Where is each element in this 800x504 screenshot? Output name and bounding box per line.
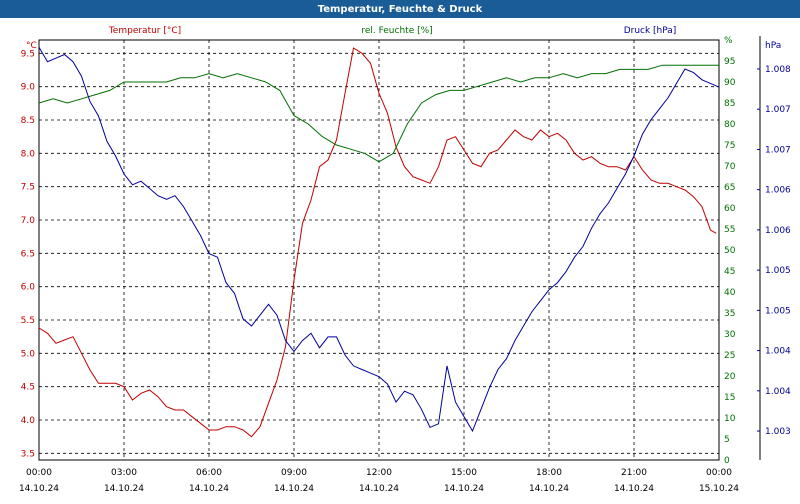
humidity-tick-label: 35 (724, 309, 735, 319)
pressure-tick-label: 1.005 (765, 266, 791, 276)
temperature-axis-label: Temperatur [°C] (108, 26, 181, 36)
tick-labels: 3.5 4.0 4.5 5.0 5.5 6.0 6.5 7.0 7.5 8.0 8.5 9.0 9.5 0… (19, 36, 791, 494)
x-tick-date-label: 14.10.24 (19, 484, 59, 494)
humidity-tick-label: 65 (724, 183, 735, 193)
humidity-tick-label: 75 (724, 141, 735, 151)
temperature-tick-label: 7.0 (21, 216, 36, 226)
pressure-tick-label: 1.007 (765, 105, 791, 115)
humidity-tick-label: 80 (724, 120, 736, 130)
temperature-tick-label: 8.5 (21, 116, 35, 126)
x-tick-date-label: 14.10.24 (359, 484, 399, 494)
x-tick-time-label: 06:00 (196, 468, 222, 478)
humidity-tick-label: 5 (724, 435, 730, 445)
humidity-tick-label: 95 (724, 57, 735, 67)
chart-svg: Temperatur [°C] rel. Feuchte [%] Druck [… (19, 18, 800, 500)
x-tick-time-label: 21:00 (621, 468, 647, 478)
x-tick-date-label: 14.10.24 (444, 484, 484, 494)
temperature-tick-label: 5.5 (21, 316, 35, 326)
series-group (38, 46, 720, 438)
humidity-tick-label: 55 (724, 225, 735, 235)
axis-labels: Temperatur [°C] rel. Feuchte [%] Druck [… (26, 26, 781, 51)
humidity-series-line (38, 64, 719, 163)
humidity-axis-label: rel. Feuchte [%] (361, 26, 432, 36)
temperature-tick-label: 4.0 (21, 416, 36, 426)
humidity-tick-label: 15 (724, 393, 735, 403)
temperature-tick-label: 5.0 (21, 349, 36, 359)
x-tick-time-label: 15:00 (451, 468, 477, 478)
chart-area: Temperatur [°C] rel. Feuchte [%] Druck [… (0, 18, 800, 500)
humidity-tick-label: % (724, 36, 733, 46)
x-tick-time-label: 09:00 (281, 468, 307, 478)
temperature-tick-label: 6.5 (21, 249, 35, 259)
humidity-tick-label: 85 (724, 99, 735, 109)
pressure-tick-label: 1.004 (765, 387, 791, 397)
x-tick-date-label: 14.10.24 (529, 484, 569, 494)
humidity-tick-label: 70 (724, 162, 736, 172)
humidity-tick-label: 25 (724, 351, 735, 361)
pressure-tick-label: 1.008 (765, 65, 791, 75)
x-tick-time-label: 03:00 (111, 468, 137, 478)
pressure-series-line (38, 46, 720, 433)
humidity-tick-label: 20 (724, 372, 736, 382)
pressure-tick-label: 1.005 (765, 306, 791, 316)
humidity-tick-label: 10 (724, 414, 736, 424)
humidity-tick-label: 30 (724, 330, 736, 340)
humidity-tick-label: 45 (724, 267, 735, 277)
temperature-series-line (38, 47, 717, 438)
pressure-axis-label: Druck [hPa] (624, 26, 677, 36)
temperature-tick-label: 7.5 (21, 183, 35, 193)
pressure-tick-label: 1.006 (765, 186, 791, 196)
x-tick-date-label: 14.10.24 (614, 484, 654, 494)
temperature-unit: °C (26, 41, 37, 51)
x-tick-date-label: 15.10.24 (699, 484, 739, 494)
temperature-tick-label: 9.5 (21, 49, 35, 59)
right-axis-panel (760, 18, 800, 500)
x-tick-time-label: 12:00 (366, 468, 392, 478)
pressure-tick-label: 1.004 (765, 347, 791, 357)
x-tick-date-label: 14.10.24 (274, 484, 314, 494)
humidity-tick-label: 60 (724, 204, 736, 214)
x-tick-time-label: 18:00 (536, 468, 562, 478)
grid-lines (38, 39, 720, 461)
pressure-unit: hPa (765, 41, 781, 51)
temperature-tick-label: 3.5 (21, 449, 35, 459)
x-tick-date-label: 14.10.24 (104, 484, 144, 494)
humidity-tick-label: 50 (724, 246, 736, 256)
pressure-tick-label: 1.007 (765, 145, 791, 155)
chart-title: Temperatur, Feuchte & Druck (0, 0, 800, 18)
pressure-tick-label: 1.006 (765, 226, 791, 236)
temperature-tick-label: 4.5 (21, 383, 35, 393)
humidity-tick-label: 0 (724, 456, 730, 466)
temperature-tick-label: 6.0 (21, 283, 36, 293)
humidity-tick-label: 90 (724, 78, 736, 88)
humidity-tick-label: 40 (724, 288, 736, 298)
pressure-tick-label: 1.003 (765, 427, 791, 437)
x-tick-date-label: 14.10.24 (189, 484, 229, 494)
x-tick-time-label: 00:00 (706, 468, 732, 478)
x-tick-time-label: 00:00 (26, 468, 52, 478)
temperature-tick-label: 8.0 (21, 149, 36, 159)
temperature-tick-label: 9.0 (21, 83, 36, 93)
